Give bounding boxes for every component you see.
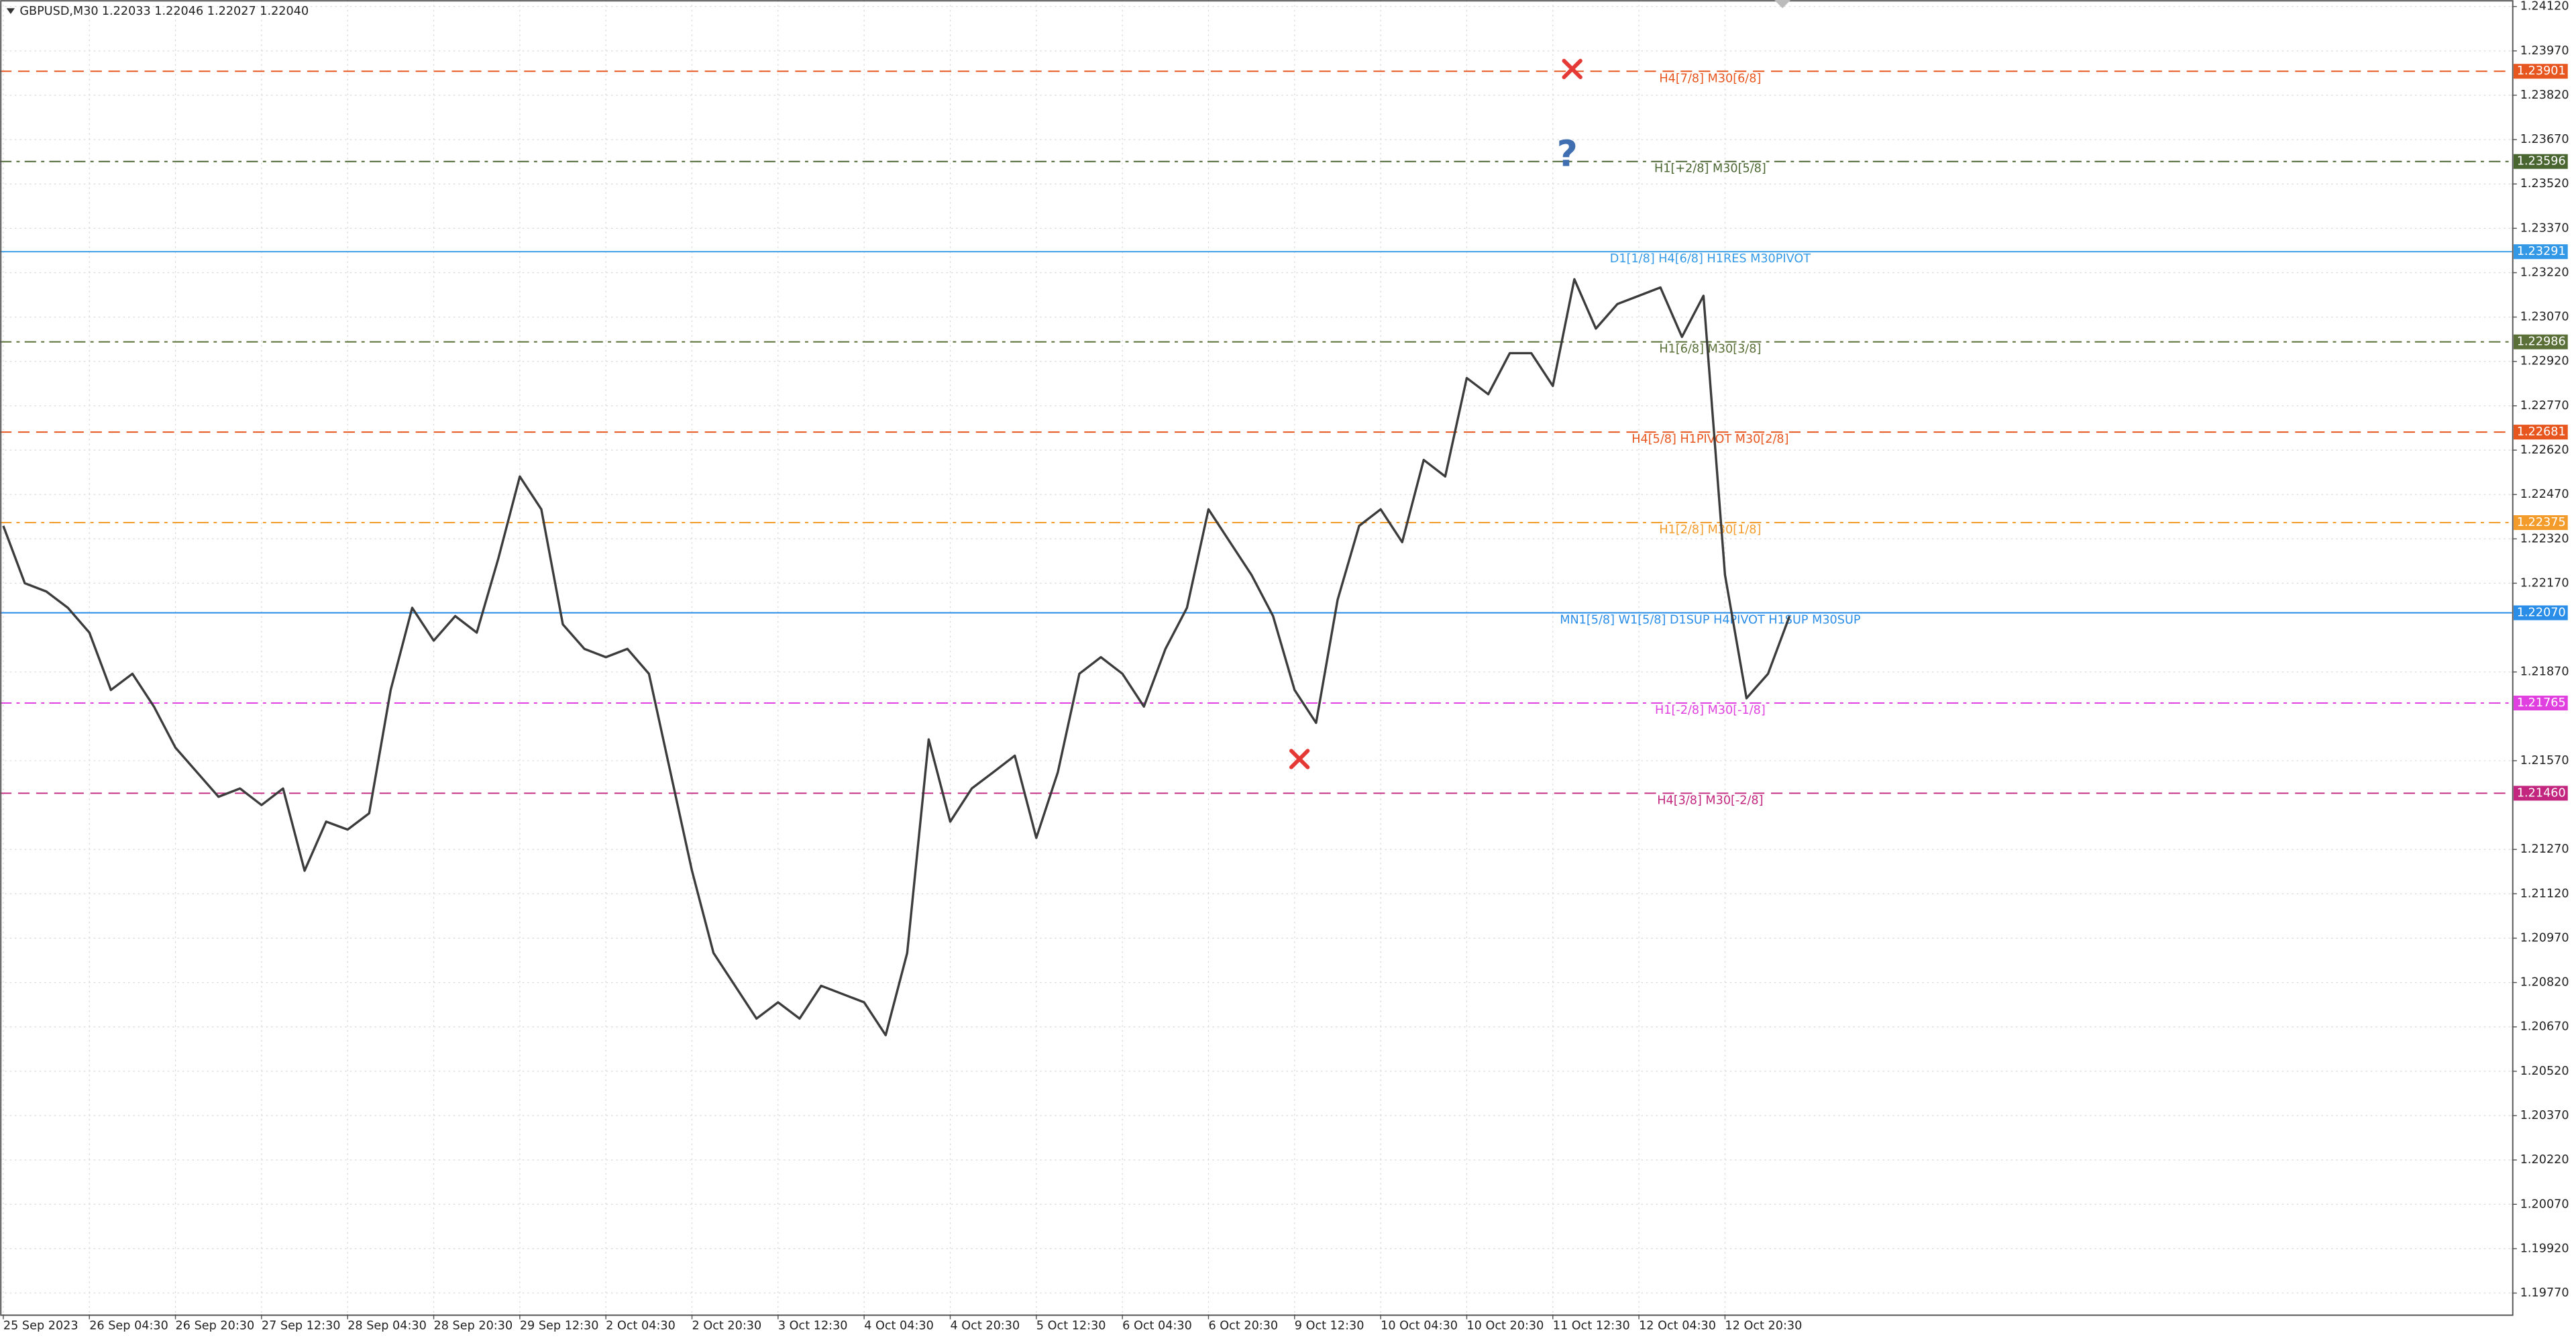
shift-marker[interactable]: [1774, 0, 1791, 9]
x-tick-label: 28 Sep 20:30: [434, 1319, 513, 1332]
y-tick-label: 1.23520: [2520, 177, 2569, 191]
x-tick-label: 27 Sep 12:30: [262, 1319, 341, 1332]
x-tick-label: 9 Oct 12:30: [1295, 1319, 1364, 1332]
x-tick-label: 26 Sep 04:30: [89, 1319, 168, 1332]
y-tick-label: 1.20070: [2520, 1197, 2569, 1211]
x-tick-label: 4 Oct 04:30: [864, 1319, 934, 1332]
y-tick-label: 1.23670: [2520, 133, 2569, 146]
y-tick-label: 1.21870: [2520, 665, 2569, 679]
level-label: H1[6/8] M30[3/8]: [1659, 343, 1761, 356]
y-tick-label: 1.20220: [2520, 1153, 2569, 1167]
price-box-label: 1.21765: [2517, 696, 2566, 710]
ohlc-values: 1.22033 1.22046 1.22027 1.22040: [102, 5, 309, 18]
y-tick-label: 1.20520: [2520, 1065, 2569, 1078]
level-label: H1[-2/8] M30[-1/8]: [1655, 704, 1766, 717]
x-tick-label: 28 Sep 04:30: [347, 1319, 427, 1332]
x-tick-label: 25 Sep 2023: [3, 1319, 78, 1332]
price-box-label: 1.21460: [2517, 786, 2566, 800]
level-label: H4[5/8] H1PIVOT M30[2/8]: [1631, 433, 1788, 446]
x-tick-label: 5 Oct 12:30: [1036, 1319, 1106, 1332]
price-box: [2513, 425, 2568, 440]
price-box: [2513, 244, 2568, 260]
y-tick-label: 1.22170: [2520, 576, 2569, 590]
y-tick-label: 1.23220: [2520, 266, 2569, 279]
y-tick-label: 1.19770: [2520, 1287, 2569, 1300]
plot: [2, 278, 1791, 1036]
x-tick-label: 2 Oct 20:30: [692, 1319, 762, 1332]
level-label: H4[7/8] M30[6/8]: [1659, 72, 1761, 85]
y-tick-label: 1.19920: [2520, 1242, 2569, 1255]
price-box-label: 1.23596: [2517, 155, 2566, 168]
level-label: H4[3/8] M30[-2/8]: [1657, 794, 1763, 807]
price-box-label: 1.23291: [2517, 245, 2566, 258]
level-label: H1[2/8] M30[1/8]: [1659, 523, 1761, 537]
price-box: [2513, 515, 2568, 531]
y-tick-label: 1.20970: [2520, 931, 2569, 945]
y-tick-label: 1.22920: [2520, 355, 2569, 368]
y-tick-label: 1.23070: [2520, 311, 2569, 324]
y-tick-label: 1.21570: [2520, 754, 2569, 767]
price-box: [2513, 786, 2568, 801]
price-box-label: 1.22986: [2517, 335, 2566, 349]
symbol-title: GBPUSD,M30: [19, 5, 98, 18]
x-tick-label: 6 Oct 04:30: [1122, 1319, 1192, 1332]
y-tick-label: 1.21270: [2520, 843, 2569, 856]
price-box: [2513, 695, 2568, 710]
level-label: MN1[5/8] W1[5/8] D1SUP H4PIVOT H1SUP M30…: [1560, 614, 1861, 627]
x-tick-label: 12 Oct 20:30: [1725, 1319, 1802, 1332]
x-tick-label: 10 Oct 04:30: [1381, 1319, 1458, 1332]
y-tick-label: 1.22620: [2520, 443, 2569, 457]
x-tick-label: 3 Oct 12:30: [778, 1319, 848, 1332]
y-tick-label: 1.23370: [2520, 221, 2569, 235]
x-tick-label: 10 Oct 20:30: [1466, 1319, 1544, 1332]
level-label: H1[+2/8] M30[5/8]: [1654, 162, 1766, 176]
x-tick-label: 4 Oct 20:30: [950, 1319, 1020, 1332]
y-tick-label: 1.23820: [2520, 89, 2569, 102]
level-label: D1[1/8] H4[6/8] H1RES M30PIVOT: [1610, 252, 1811, 266]
price-box: [2513, 334, 2568, 350]
x-tick-label: 11 Oct 12:30: [1553, 1319, 1630, 1332]
y-tick-label: 1.22770: [2520, 399, 2569, 413]
x-tick-label: 29 Sep 12:30: [520, 1319, 599, 1332]
menu-arrow[interactable]: [6, 8, 15, 14]
x-tick-label: 12 Oct 04:30: [1639, 1319, 1716, 1332]
grid: [0, 0, 2512, 1315]
y-tick-label: 1.20820: [2520, 976, 2569, 989]
cross-icon: [1562, 58, 1582, 80]
y-tick-label: 1.21120: [2520, 887, 2569, 900]
price-box: [2513, 64, 2568, 79]
question-icon: ?: [1557, 132, 1578, 174]
price-box-label: 1.23901: [2517, 64, 2566, 78]
y-tick-label: 1.20370: [2520, 1109, 2569, 1122]
price-box: [2513, 154, 2568, 169]
y-tick-label: 1.22470: [2520, 488, 2569, 501]
price-box-label: 1.22681: [2517, 425, 2566, 439]
price-line: [2, 278, 1791, 1036]
cross-icon: [1289, 749, 1310, 769]
y-tick-label: 1.22320: [2520, 532, 2569, 545]
y-tick-label: 1.20670: [2520, 1020, 2569, 1034]
price-box: [2513, 605, 2568, 621]
plot-frame: [0, 0, 2514, 1316]
price-box-label: 1.22070: [2517, 606, 2566, 619]
y-tick-label: 1.24120: [2520, 0, 2569, 13]
y-tick-label: 1.23970: [2520, 44, 2569, 58]
levels: H4[7/8] M30[6/8] H1[+2/8] M30[5/8] D1[1/8]…: [0, 70, 2512, 807]
x-tick-label: 6 Oct 20:30: [1208, 1319, 1278, 1332]
x-tick-label: 2 Oct 04:30: [606, 1319, 676, 1332]
price-box-label: 1.22375: [2517, 516, 2566, 529]
x-tick-label: 26 Sep 20:30: [176, 1319, 255, 1332]
